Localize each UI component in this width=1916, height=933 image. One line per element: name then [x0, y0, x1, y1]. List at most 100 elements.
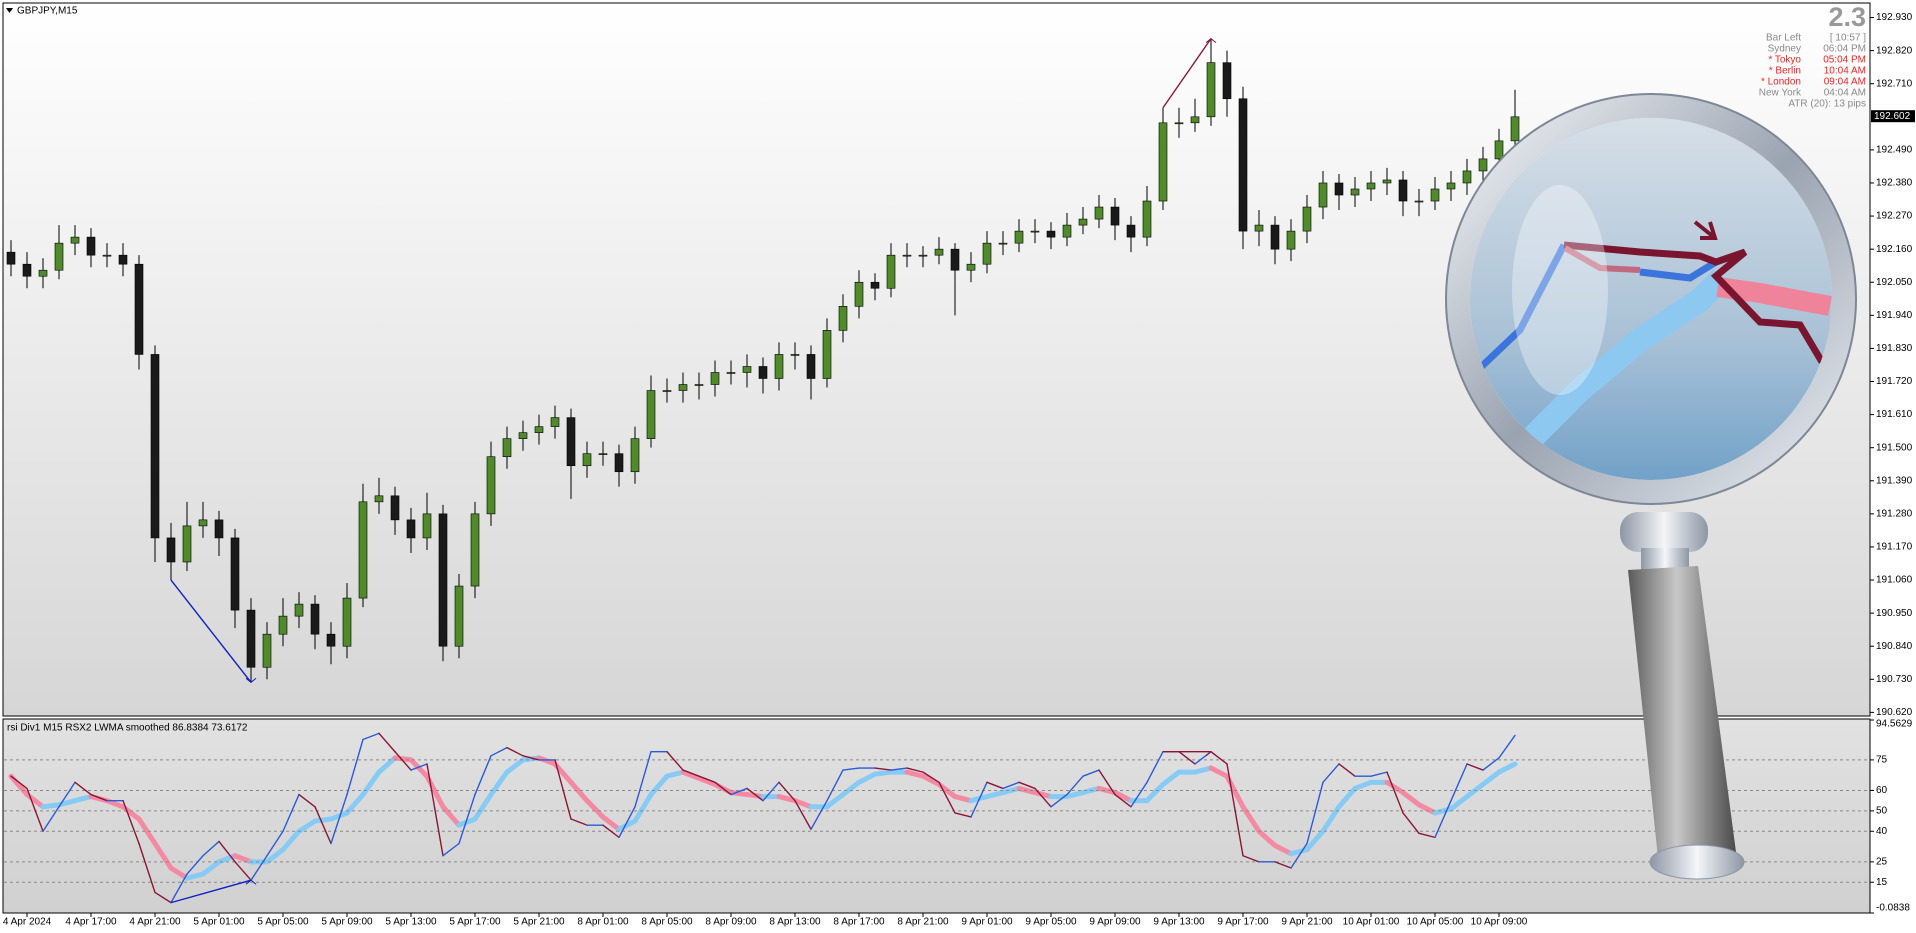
candle-body — [1046, 230, 1056, 238]
candle-body — [1318, 182, 1328, 208]
rsx-segment — [554, 759, 572, 820]
lwma-segment — [1096, 785, 1118, 796]
rsx-segment — [1082, 769, 1100, 777]
session-label: Sydney — [1768, 44, 1801, 55]
lwma-segment — [1192, 765, 1214, 775]
rsx-segment — [10, 775, 28, 790]
session-label: Bar Left — [1766, 33, 1801, 44]
x-tick-label: 5 Apr 01:00 — [193, 917, 245, 928]
rsx-segment — [1434, 799, 1452, 839]
candle-body — [998, 242, 1008, 245]
lwma-segment — [1352, 779, 1374, 791]
x-tick-label: 9 Apr 17:00 — [1217, 917, 1269, 928]
lens-rim — [1446, 94, 1856, 504]
price-tag — [1871, 110, 1915, 123]
zoom-rsx — [1639, 259, 1718, 282]
candle-body — [1302, 206, 1312, 232]
lens-rim-edge — [1445, 93, 1857, 505]
lwma-segment — [376, 755, 398, 775]
rsx-segment — [314, 806, 332, 845]
rsx-segment — [330, 793, 348, 845]
candle-body — [1366, 182, 1376, 190]
candle-body — [470, 513, 480, 587]
rsx-segment — [810, 799, 828, 830]
candle-body — [438, 513, 448, 647]
candle-body — [134, 263, 144, 355]
lwma-segment — [520, 755, 542, 763]
candle-body — [246, 609, 256, 668]
candle-body — [918, 254, 928, 257]
lwma-segment — [280, 828, 302, 853]
y-tick-label: 192.820 — [1876, 45, 1913, 56]
indicator-panel — [2, 718, 1871, 914]
candle-body — [182, 525, 192, 563]
lwma-segment — [872, 769, 894, 777]
candle-body — [1206, 62, 1216, 118]
rsx-segment — [1498, 734, 1516, 759]
rsx-segment — [1274, 861, 1292, 869]
candle-body — [1062, 224, 1072, 238]
session-value: [ 10:57 ] — [1830, 33, 1866, 44]
lwma-segment — [200, 859, 222, 877]
rsx-segment — [570, 818, 588, 826]
rsx-segment — [394, 751, 412, 771]
lwma-segment — [744, 792, 766, 800]
candle-body — [790, 354, 800, 356]
y-tick-label: 191.280 — [1876, 509, 1913, 520]
candle-body — [454, 585, 464, 647]
candle-body — [1334, 182, 1344, 196]
candle-body — [758, 366, 768, 379]
candle-body — [1030, 230, 1040, 233]
candle-body — [1126, 224, 1136, 238]
divergence-line — [1162, 38, 1212, 109]
lwma-segment — [600, 814, 622, 832]
lwma-segment — [408, 757, 430, 779]
rsx-segment — [1338, 763, 1356, 777]
candle-body — [278, 615, 288, 635]
rsx-segment — [666, 751, 684, 771]
lwma-segment — [488, 769, 510, 798]
handle-cap — [1620, 512, 1708, 552]
candle-body — [214, 519, 224, 539]
candle-body — [806, 354, 816, 379]
rsx-segment — [682, 769, 700, 777]
candle-body — [502, 438, 512, 458]
lwma-segment — [904, 769, 926, 779]
candle-body — [966, 263, 976, 271]
x-tick-label: 10 Apr 01:00 — [1343, 917, 1400, 928]
zoom-rsx — [1477, 243, 1568, 371]
lwma-segment — [56, 798, 78, 808]
rsx-segment — [122, 799, 140, 845]
candle-body — [870, 281, 880, 289]
candle-body — [646, 390, 656, 439]
x-tick-label: 8 Apr 13:00 — [769, 917, 821, 928]
glare — [1512, 185, 1608, 395]
rsx-segment — [970, 781, 988, 818]
rsx-segment — [298, 793, 316, 808]
rsx-segment — [714, 781, 732, 796]
rsx-segment — [922, 771, 940, 784]
lwma-segment — [696, 775, 718, 787]
x-tick-label: 9 Apr 09:00 — [1089, 917, 1141, 928]
y-tick-label: 192.710 — [1876, 78, 1913, 89]
y-tick-label: 190.840 — [1876, 641, 1913, 652]
candle-body — [1494, 140, 1504, 160]
y-tick-label: 192.380 — [1876, 178, 1913, 189]
lwma-segment — [632, 792, 654, 824]
candle-body — [166, 537, 176, 563]
divergence-arrow — [245, 879, 257, 885]
divergence-line — [170, 579, 252, 683]
rsx-segment — [746, 787, 764, 802]
x-tick-label: 4 Apr 2024 — [3, 917, 52, 928]
lwma-segment — [536, 755, 558, 767]
rsx-segment — [842, 767, 860, 771]
rsx-segment — [266, 830, 284, 857]
rsx-segment — [250, 855, 268, 881]
candle-body — [838, 306, 848, 331]
candle-body — [950, 248, 960, 271]
plot: 192.930 192.820 192.710 192.490 192.380 192.2… — [3, 12, 1915, 928]
lwma-segment — [456, 816, 478, 828]
menu-arrow[interactable] — [6, 8, 13, 13]
rsx-segment — [634, 751, 652, 808]
candle-body — [1510, 116, 1520, 142]
